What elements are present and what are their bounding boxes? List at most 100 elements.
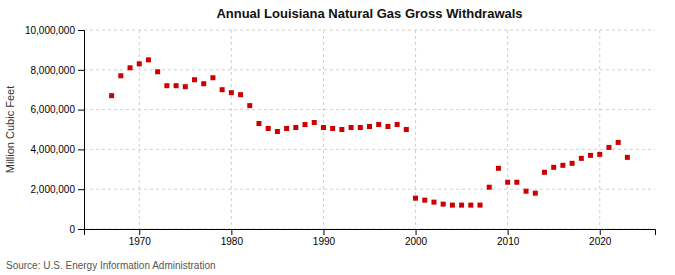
point [229, 90, 234, 95]
point [303, 122, 308, 127]
point [330, 126, 335, 131]
source-note: Source: U.S. Energy Information Administ… [6, 260, 216, 271]
tick-label: 4,000,000 [31, 144, 76, 155]
point [496, 166, 501, 171]
point [478, 203, 483, 208]
point [542, 170, 547, 175]
point [155, 69, 160, 74]
axis-line [78, 31, 85, 230]
point [339, 127, 344, 132]
point [597, 152, 602, 157]
point [441, 202, 446, 207]
tick-mark [78, 189, 84, 190]
tick: 2010 [497, 229, 520, 247]
tick-mark [78, 70, 84, 71]
axis-line [85, 230, 656, 236]
point [376, 122, 381, 127]
tick-label: 2010 [497, 236, 520, 247]
point [146, 57, 151, 62]
point [321, 125, 326, 130]
tick: 8,000,000 [31, 65, 85, 76]
point [551, 165, 556, 170]
tick: 6,000,000 [31, 104, 85, 115]
point [395, 122, 400, 127]
tick: 1970 [129, 229, 152, 247]
tick-label: 2020 [589, 236, 612, 247]
point [275, 129, 280, 134]
tick-mark [78, 110, 84, 111]
tick-label: 0 [69, 224, 75, 235]
points [109, 57, 630, 207]
point [109, 93, 114, 98]
tick-label: 1980 [221, 236, 244, 247]
point [385, 124, 390, 129]
point [431, 200, 436, 205]
tick-mark [600, 229, 601, 235]
point [616, 140, 621, 145]
point [349, 125, 354, 130]
point [137, 61, 142, 66]
y-axis: 0 2,000,000 4,000,000 6,000,000 8,000,000 10,… [25, 25, 85, 235]
point [524, 189, 529, 194]
grid-line [231, 30, 232, 229]
point [579, 156, 584, 161]
point [220, 87, 225, 92]
point [183, 84, 188, 89]
grid [84, 30, 655, 229]
tick-label: 2000 [405, 236, 428, 247]
point [174, 83, 179, 88]
tick: 2020 [589, 229, 612, 247]
point [404, 127, 409, 132]
tick-label: 2,000,000 [31, 184, 76, 195]
point [588, 153, 593, 158]
point [367, 124, 372, 129]
title: Annual Louisiana Natural Gas Gross Withd… [216, 6, 522, 21]
point [514, 180, 519, 185]
tick-label: 10,000,000 [25, 25, 75, 36]
tick-mark [78, 149, 84, 150]
tick-mark [78, 229, 84, 230]
tick-mark [416, 229, 417, 235]
point [422, 198, 427, 203]
tick: 0 [69, 224, 84, 235]
tick-mark [508, 229, 509, 235]
grid-line [507, 30, 508, 229]
tick-label: 1970 [129, 236, 152, 247]
point [247, 103, 252, 108]
point [210, 75, 215, 80]
tick-mark [139, 229, 140, 235]
point [606, 145, 611, 150]
point [505, 180, 510, 185]
grid-line [84, 69, 655, 70]
grid-line [84, 30, 655, 31]
chart: 1970 1980 1990 2000 2010 2020 0 2,000,000 4,000,… [0, 0, 675, 275]
grid-line [139, 30, 140, 229]
point [413, 196, 418, 201]
grid-line [84, 109, 655, 110]
point [118, 73, 123, 78]
point [238, 92, 243, 97]
grid-line [599, 30, 600, 229]
plot: 1970 1980 1990 2000 2010 2020 0 2,000,000 4,000,… [25, 25, 656, 247]
y-axis-title: Million Cubic Feet [4, 86, 16, 173]
tick: 4,000,000 [31, 144, 85, 155]
grid-line [84, 149, 655, 150]
tick-label: 6,000,000 [31, 104, 76, 115]
point [459, 203, 464, 208]
point [570, 161, 575, 166]
tick: 1980 [221, 229, 244, 247]
point [560, 163, 565, 168]
point [533, 191, 538, 196]
tick-mark [231, 229, 232, 235]
point [164, 83, 169, 88]
point [256, 121, 261, 126]
point [284, 126, 289, 131]
tick: 1990 [313, 229, 336, 247]
point [625, 155, 630, 160]
point [192, 77, 197, 82]
point [201, 81, 206, 86]
point [293, 125, 298, 130]
tick-mark [78, 30, 84, 31]
tick-label: 8,000,000 [31, 65, 76, 76]
point [358, 125, 363, 130]
